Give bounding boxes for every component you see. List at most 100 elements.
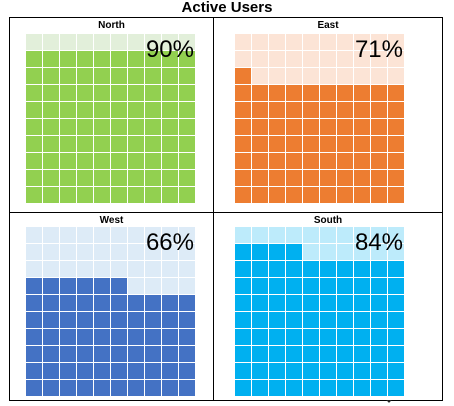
waffle-cell bbox=[43, 261, 59, 277]
waffle-cell bbox=[162, 136, 178, 152]
waffle-cell bbox=[94, 329, 110, 345]
waffle-cell bbox=[77, 295, 93, 311]
waffle-cell bbox=[371, 102, 387, 118]
waffle-cell bbox=[252, 295, 268, 311]
waffle-cell bbox=[354, 227, 370, 243]
waffle-cell bbox=[179, 329, 195, 345]
waffle-cell bbox=[162, 187, 178, 203]
waffle-cell bbox=[43, 68, 59, 84]
waffle-cell bbox=[111, 244, 127, 260]
waffle-cell bbox=[111, 34, 127, 50]
waffle-grid-south bbox=[235, 227, 405, 397]
waffle-cell bbox=[128, 51, 144, 67]
waffle-cell bbox=[303, 68, 319, 84]
waffle-cell bbox=[269, 261, 285, 277]
waffle-cell bbox=[303, 85, 319, 101]
waffle-cell bbox=[128, 312, 144, 328]
waffle-cell bbox=[286, 153, 302, 169]
waffle-cell bbox=[269, 278, 285, 294]
waffle-cell bbox=[77, 170, 93, 186]
waffle-cell bbox=[388, 278, 404, 294]
waffle-cell bbox=[145, 68, 161, 84]
waffle-cell bbox=[60, 380, 76, 396]
waffle-cell bbox=[320, 363, 336, 379]
waffle-cell bbox=[145, 153, 161, 169]
waffle-cell bbox=[60, 136, 76, 152]
waffle-cell bbox=[303, 187, 319, 203]
waffle-cell bbox=[94, 363, 110, 379]
waffle-cell bbox=[252, 346, 268, 362]
waffle-cell bbox=[388, 119, 404, 135]
waffle-cell bbox=[320, 244, 336, 260]
waffle-cell bbox=[354, 34, 370, 50]
waffle-cell bbox=[388, 227, 404, 243]
waffle-cell bbox=[320, 380, 336, 396]
waffle-cell bbox=[128, 153, 144, 169]
waffle-cell bbox=[145, 380, 161, 396]
waffle-cell bbox=[162, 363, 178, 379]
waffle-cell bbox=[235, 346, 251, 362]
waffle-cell bbox=[162, 34, 178, 50]
waffle-cell bbox=[388, 244, 404, 260]
waffle-cell bbox=[303, 363, 319, 379]
waffle-cell bbox=[145, 136, 161, 152]
waffle-cell bbox=[145, 227, 161, 243]
waffle-cell bbox=[235, 295, 251, 311]
waffle-cell bbox=[60, 68, 76, 84]
waffle-cell bbox=[179, 244, 195, 260]
waffle-cell bbox=[286, 380, 302, 396]
waffle-cell bbox=[179, 380, 195, 396]
waffle-cell bbox=[43, 51, 59, 67]
waffle-cell bbox=[303, 34, 319, 50]
waffle-cell bbox=[337, 346, 353, 362]
waffle-cell bbox=[354, 153, 370, 169]
waffle-cell bbox=[269, 312, 285, 328]
waffle-cell bbox=[179, 187, 195, 203]
waffle-cell bbox=[286, 244, 302, 260]
waffle-cell bbox=[128, 346, 144, 362]
waffle-cell bbox=[252, 187, 268, 203]
waffle-cell bbox=[286, 68, 302, 84]
waffle-cell bbox=[60, 329, 76, 345]
waffle-cell bbox=[77, 312, 93, 328]
waffle-cell bbox=[388, 346, 404, 362]
waffle-cell bbox=[111, 363, 127, 379]
waffle-cell bbox=[145, 170, 161, 186]
waffle-cell bbox=[145, 278, 161, 294]
waffle-cell bbox=[286, 227, 302, 243]
waffle-cell bbox=[111, 85, 127, 101]
waffle-cell bbox=[145, 261, 161, 277]
waffle-cell bbox=[43, 102, 59, 118]
waffle-cell bbox=[269, 136, 285, 152]
waffle-cell bbox=[145, 51, 161, 67]
waffle-cell bbox=[337, 363, 353, 379]
waffle-cell bbox=[60, 278, 76, 294]
waffle-cell bbox=[77, 363, 93, 379]
waffle-cell bbox=[111, 312, 127, 328]
waffle-cell bbox=[303, 380, 319, 396]
waffle-cell bbox=[26, 278, 42, 294]
waffle-cell bbox=[43, 295, 59, 311]
waffle-cell bbox=[26, 153, 42, 169]
waffle-cell bbox=[60, 227, 76, 243]
waffle-cell bbox=[60, 85, 76, 101]
waffle-cell bbox=[179, 312, 195, 328]
panel-north: North 90% bbox=[10, 18, 213, 212]
waffle-cell bbox=[26, 119, 42, 135]
waffle-cell bbox=[371, 187, 387, 203]
panel-title-west: West bbox=[99, 215, 124, 226]
waffle-cell bbox=[145, 244, 161, 260]
waffle-cell bbox=[179, 119, 195, 135]
panel-west: West 66% bbox=[10, 213, 213, 400]
waffle-cell bbox=[235, 363, 251, 379]
waffle-cell bbox=[252, 363, 268, 379]
waffle-cell bbox=[235, 136, 251, 152]
waffle-cell bbox=[252, 170, 268, 186]
waffle-cell bbox=[145, 295, 161, 311]
waffle-cell bbox=[354, 295, 370, 311]
waffle-cell bbox=[26, 85, 42, 101]
waffle-cell bbox=[303, 346, 319, 362]
waffle-cell bbox=[303, 295, 319, 311]
waffle-cell bbox=[337, 380, 353, 396]
waffle-cell bbox=[252, 380, 268, 396]
